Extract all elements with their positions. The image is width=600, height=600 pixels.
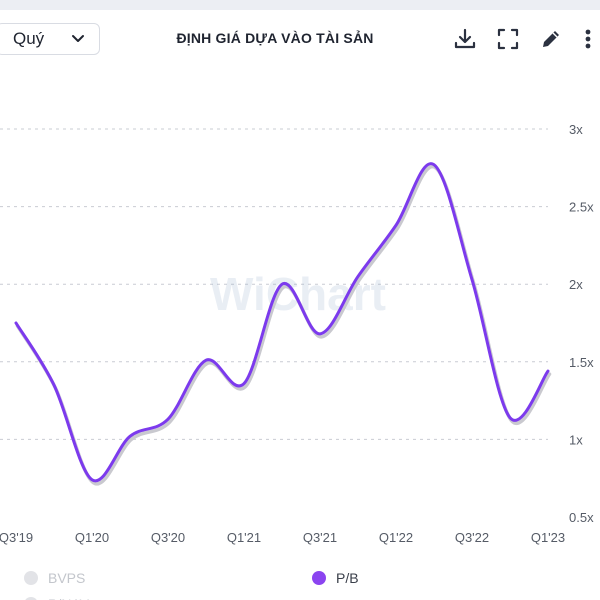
- grid-lines: [0, 128, 548, 440]
- x-tick-label: Q3'22: [455, 530, 489, 545]
- edit-button[interactable]: [538, 26, 564, 52]
- fullscreen-button[interactable]: [495, 26, 521, 52]
- pb-data-point: [52, 383, 56, 387]
- pb-line-shadow: [15, 164, 552, 486]
- legend-marker[interactable]: [312, 571, 326, 585]
- more-icon: [585, 29, 591, 49]
- x-tick-label: Q1'23: [531, 530, 565, 545]
- pb-data-point: [508, 416, 512, 419]
- pb-data-point: [128, 435, 132, 438]
- x-tick-label: Q3'21: [303, 530, 337, 545]
- top-strip: [0, 0, 600, 10]
- chevron-down-icon: [72, 35, 84, 42]
- pb-data-point: [318, 332, 322, 336]
- x-tick-label: Q1'20: [75, 530, 109, 545]
- pb-data-point: [394, 224, 398, 227]
- fullscreen-icon: [497, 28, 519, 50]
- legend-label[interactable]: BVPS: [48, 570, 85, 586]
- pb-data-point: [470, 278, 474, 281]
- x-axis-ticks: Q3'19 Q1'20 Q3'20 Q1'21 Q3'21 Q1'22 Q3'22 Q1'23: [0, 530, 565, 545]
- series-layer: [14, 162, 552, 486]
- download-icon: [454, 28, 476, 49]
- y-tick-label: 1.5x: [569, 355, 594, 370]
- y-tick-label: 2.5x: [569, 200, 594, 215]
- legend-label[interactable]: P/B: [336, 570, 359, 586]
- chart-title: ĐỊNH GIÁ DỰA VÀO TÀI SẢN: [176, 30, 374, 46]
- chart-header: Quý ĐỊNH GIÁ DỰA VÀO TÀI SẢN: [0, 10, 600, 68]
- x-tick-label: Q1'22: [379, 530, 413, 545]
- legend-marker[interactable]: [24, 597, 38, 600]
- y-tick-label: 3x: [569, 122, 583, 137]
- y-tick-label: 0.5x: [569, 510, 594, 525]
- pb-data-point: [14, 321, 18, 325]
- pb-data-point: [356, 275, 360, 278]
- download-button[interactable]: [452, 26, 478, 52]
- y-tick-label: 1x: [569, 432, 583, 447]
- legend-marker[interactable]: [24, 571, 38, 585]
- pb-data-point: [242, 382, 246, 385]
- period-select[interactable]: Quý: [0, 23, 100, 55]
- pb-data-point: [90, 478, 94, 481]
- pb-data-point: [280, 283, 284, 286]
- pb-data-point: [166, 418, 170, 421]
- x-tick-label: Q1'21: [227, 530, 261, 545]
- pb-series-line: [14, 162, 550, 483]
- period-select-value: Quý: [13, 29, 45, 48]
- edit-icon: [543, 31, 559, 47]
- x-tick-label: Q3'19: [0, 530, 33, 545]
- pb-data-point: [432, 163, 436, 166]
- more-button[interactable]: [582, 26, 600, 52]
- y-tick-label: 2x: [569, 277, 583, 292]
- y-axis-ticks: 0.5x 1x 1.5x 2x 2.5x 3x: [569, 122, 594, 525]
- x-tick-label: Q3'20: [151, 530, 185, 545]
- legend-label[interactable]: P/NAV: [48, 596, 90, 600]
- legend[interactable]: BVPS P/B P/NAV: [24, 570, 359, 600]
- pb-data-point: [204, 359, 208, 362]
- pb-data-point: [546, 369, 550, 373]
